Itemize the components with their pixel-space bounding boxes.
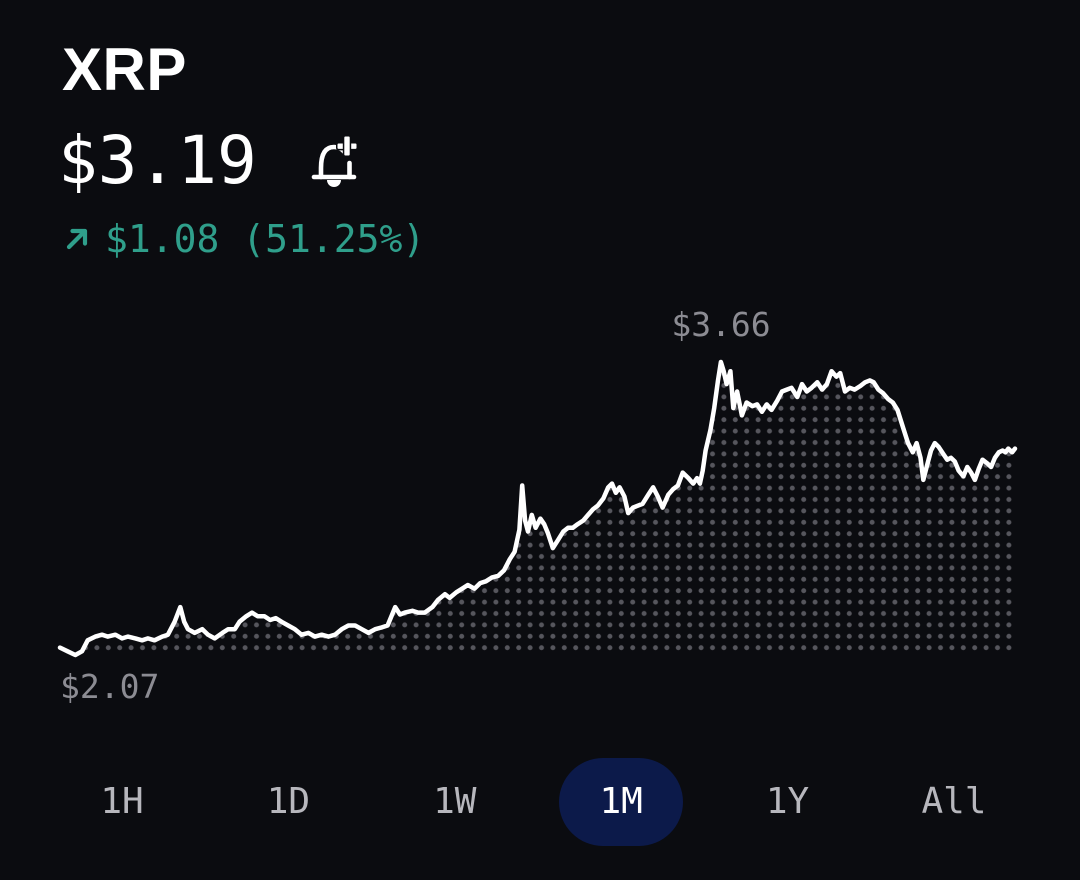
range-button-1m[interactable]: 1M xyxy=(559,758,684,846)
range-button-1w[interactable]: 1W xyxy=(393,758,517,846)
price-chart[interactable]: $3.66 $2.07 xyxy=(0,300,1080,715)
chart-high-label: $3.66 xyxy=(671,305,771,344)
asset-price: $3.19 xyxy=(58,122,257,199)
price-row: $3.19 xyxy=(58,128,359,194)
up-right-arrow-icon xyxy=(66,228,88,250)
time-range-selector: 1H 1D 1W 1M 1Y All xyxy=(60,758,1016,846)
price-change-text: $1.08 (51.25%) xyxy=(105,217,426,261)
price-alert-button[interactable] xyxy=(309,132,359,190)
range-button-1d[interactable]: 1D xyxy=(226,758,350,846)
chart-price-line xyxy=(57,359,1018,658)
range-button-all[interactable]: All xyxy=(892,758,1016,846)
price-change: $1.08 (51.25%) xyxy=(62,220,425,258)
chart-canvas[interactable] xyxy=(0,300,1080,715)
chart-area-fill xyxy=(60,362,1015,655)
chart-low-label: $2.07 xyxy=(60,667,160,706)
bell-plus-icon xyxy=(311,135,358,187)
range-button-1y[interactable]: 1Y xyxy=(726,758,850,846)
asset-symbol: XRP xyxy=(62,36,187,103)
range-button-1h[interactable]: 1H xyxy=(60,758,184,846)
